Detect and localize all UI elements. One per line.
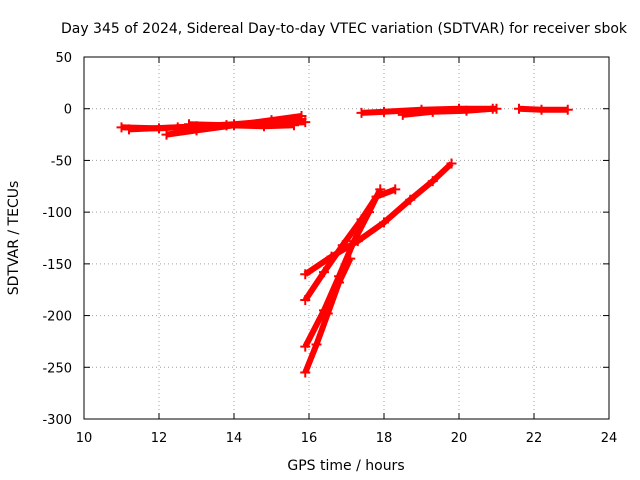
grid-lines — [84, 57, 609, 419]
data-point — [427, 176, 438, 187]
series-track — [514, 103, 573, 115]
data-point — [296, 110, 307, 121]
data-point — [487, 103, 498, 114]
data-point — [259, 121, 269, 132]
y-tick-label: -250 — [42, 361, 72, 376]
y-tick-label: 50 — [55, 51, 72, 66]
data-point — [379, 217, 389, 228]
y-tick-label: -100 — [42, 206, 72, 221]
data-point — [334, 277, 344, 288]
series-track — [397, 103, 498, 120]
chart-title: Day 345 of 2024, Sidereal Day-to-day VTE… — [61, 21, 628, 37]
data-point — [379, 106, 389, 117]
x-tick-label: 20 — [451, 431, 468, 446]
y-tick-labels: 50 0 -50 -100 -150 -200 -250 -300 — [42, 51, 72, 428]
data-point — [322, 308, 333, 319]
data-point — [300, 117, 311, 128]
x-tick-label: 22 — [526, 431, 543, 446]
plot-frame — [83, 56, 610, 420]
data-point — [319, 267, 329, 278]
data-point — [184, 119, 194, 130]
series-track — [300, 253, 356, 378]
data-point — [116, 122, 127, 133]
x-tick-label: 14 — [226, 431, 243, 446]
x-tick-label: 12 — [151, 431, 168, 446]
y-axis-title: SDTVAR / TECUs — [6, 181, 22, 296]
x-tick-label: 18 — [376, 431, 393, 446]
data-point — [405, 194, 416, 205]
data-point — [397, 109, 408, 120]
x-axis-title: GPS time / hours — [287, 458, 404, 474]
x-tick-label: 24 — [601, 431, 618, 446]
y-tick-label: -300 — [42, 413, 72, 428]
y-tick-label: 0 — [64, 103, 72, 118]
x-tick-label: 10 — [76, 431, 93, 446]
series-track — [300, 158, 457, 280]
data-point — [356, 107, 367, 118]
x-tick-label: 16 — [301, 431, 318, 446]
data-series — [116, 103, 573, 378]
y-tick-label: -150 — [42, 258, 72, 273]
data-point — [345, 253, 356, 264]
data-point — [514, 103, 524, 114]
data-point — [446, 158, 457, 169]
data-point — [124, 124, 134, 135]
series-line — [188, 121, 295, 130]
data-point — [375, 184, 386, 195]
series-line — [402, 105, 493, 118]
data-point — [536, 104, 547, 115]
data-point — [300, 367, 311, 378]
data-point — [427, 106, 438, 117]
data-point — [349, 236, 359, 247]
series-track — [184, 119, 299, 132]
data-point — [364, 207, 374, 218]
data-point — [300, 341, 311, 352]
y-tick-label: -50 — [51, 154, 72, 169]
data-point — [461, 105, 472, 116]
data-point — [221, 120, 232, 131]
y-tick-label: -200 — [42, 310, 72, 325]
data-point — [311, 339, 322, 350]
data-point — [390, 184, 401, 195]
data-point — [289, 120, 299, 131]
data-point — [300, 295, 311, 306]
data-point — [562, 104, 573, 115]
data-point — [337, 240, 348, 251]
data-point — [161, 129, 172, 140]
data-point — [300, 269, 311, 280]
x-tick-labels: 10 12 14 16 18 20 22 24 — [76, 431, 618, 446]
